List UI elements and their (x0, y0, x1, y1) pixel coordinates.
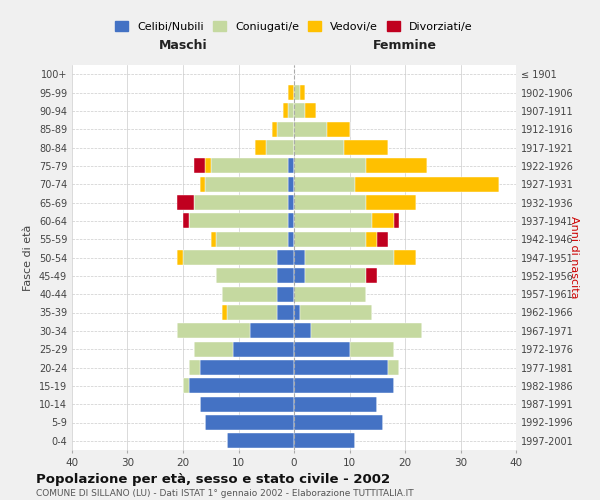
Bar (289, 104, 294, 118)
Bar (216, 232, 289, 246)
Bar (194, 158, 205, 174)
Bar (294, 434, 355, 448)
Bar (294, 286, 366, 302)
Bar (294, 378, 394, 394)
Text: Maschi: Maschi (158, 39, 208, 52)
Bar (277, 286, 294, 302)
Bar (183, 214, 188, 228)
Bar (200, 360, 294, 375)
Bar (217, 268, 277, 283)
Bar (266, 140, 294, 155)
Bar (294, 305, 299, 320)
Bar (394, 250, 416, 265)
Bar (294, 324, 311, 338)
Legend: Celibi/Nubili, Coniugati/e, Vedovi/e, Divorziati/e: Celibi/Nubili, Coniugati/e, Vedovi/e, Di… (111, 16, 477, 36)
Bar (183, 250, 277, 265)
Bar (311, 324, 422, 338)
Y-axis label: Fasce di età: Fasce di età (23, 224, 33, 290)
Bar (277, 268, 294, 283)
Bar (294, 122, 328, 136)
Text: COMUNE DI SILLANO (LU) - Dati ISTAT 1° gennaio 2002 - Elaborazione TUTTITALIA.IT: COMUNE DI SILLANO (LU) - Dati ISTAT 1° g… (36, 489, 413, 498)
Bar (188, 378, 294, 394)
Bar (349, 342, 394, 356)
Bar (200, 176, 205, 192)
Bar (344, 140, 388, 155)
Bar (178, 250, 183, 265)
Bar (294, 250, 305, 265)
Bar (299, 85, 305, 100)
Bar (211, 232, 216, 246)
Bar (277, 305, 294, 320)
Bar (255, 140, 266, 155)
Text: Femmine: Femmine (373, 39, 437, 52)
Bar (294, 415, 383, 430)
Bar (366, 195, 416, 210)
Bar (178, 324, 250, 338)
Bar (233, 342, 294, 356)
Bar (366, 232, 377, 246)
Bar (366, 268, 377, 283)
Bar (294, 232, 366, 246)
Bar (299, 305, 372, 320)
Bar (305, 268, 366, 283)
Bar (294, 140, 344, 155)
Bar (294, 158, 366, 174)
Bar (205, 176, 289, 192)
Bar (222, 305, 227, 320)
Bar (227, 305, 277, 320)
Bar (294, 85, 299, 100)
Bar (272, 122, 277, 136)
Bar (328, 122, 349, 136)
Bar (294, 195, 366, 210)
Bar (394, 214, 400, 228)
Bar (355, 176, 499, 192)
Y-axis label: Anni di nascita: Anni di nascita (569, 216, 579, 298)
Bar (178, 195, 194, 210)
Bar (188, 214, 289, 228)
Bar (222, 286, 277, 302)
Bar (372, 214, 394, 228)
Bar (289, 85, 294, 100)
Text: Popolazione per età, sesso e stato civile - 2002: Popolazione per età, sesso e stato civil… (36, 472, 390, 486)
Bar (205, 158, 211, 174)
Bar (277, 122, 294, 136)
Bar (283, 104, 289, 118)
Bar (289, 214, 294, 228)
Bar (194, 195, 289, 210)
Bar (250, 324, 294, 338)
Bar (377, 232, 388, 246)
Bar (294, 214, 372, 228)
Bar (227, 434, 294, 448)
Bar (294, 360, 388, 375)
Bar (200, 396, 294, 411)
Bar (388, 360, 400, 375)
Bar (366, 158, 427, 174)
Bar (188, 360, 200, 375)
Bar (211, 158, 289, 174)
Bar (294, 396, 377, 411)
Bar (289, 158, 294, 174)
Bar (305, 104, 316, 118)
Bar (294, 176, 355, 192)
Bar (277, 250, 294, 265)
Bar (289, 232, 294, 246)
Bar (289, 176, 294, 192)
Bar (294, 104, 305, 118)
Bar (183, 378, 188, 394)
Bar (289, 195, 294, 210)
Bar (194, 342, 233, 356)
Bar (205, 415, 294, 430)
Bar (305, 250, 394, 265)
Bar (294, 342, 349, 356)
Bar (294, 268, 305, 283)
